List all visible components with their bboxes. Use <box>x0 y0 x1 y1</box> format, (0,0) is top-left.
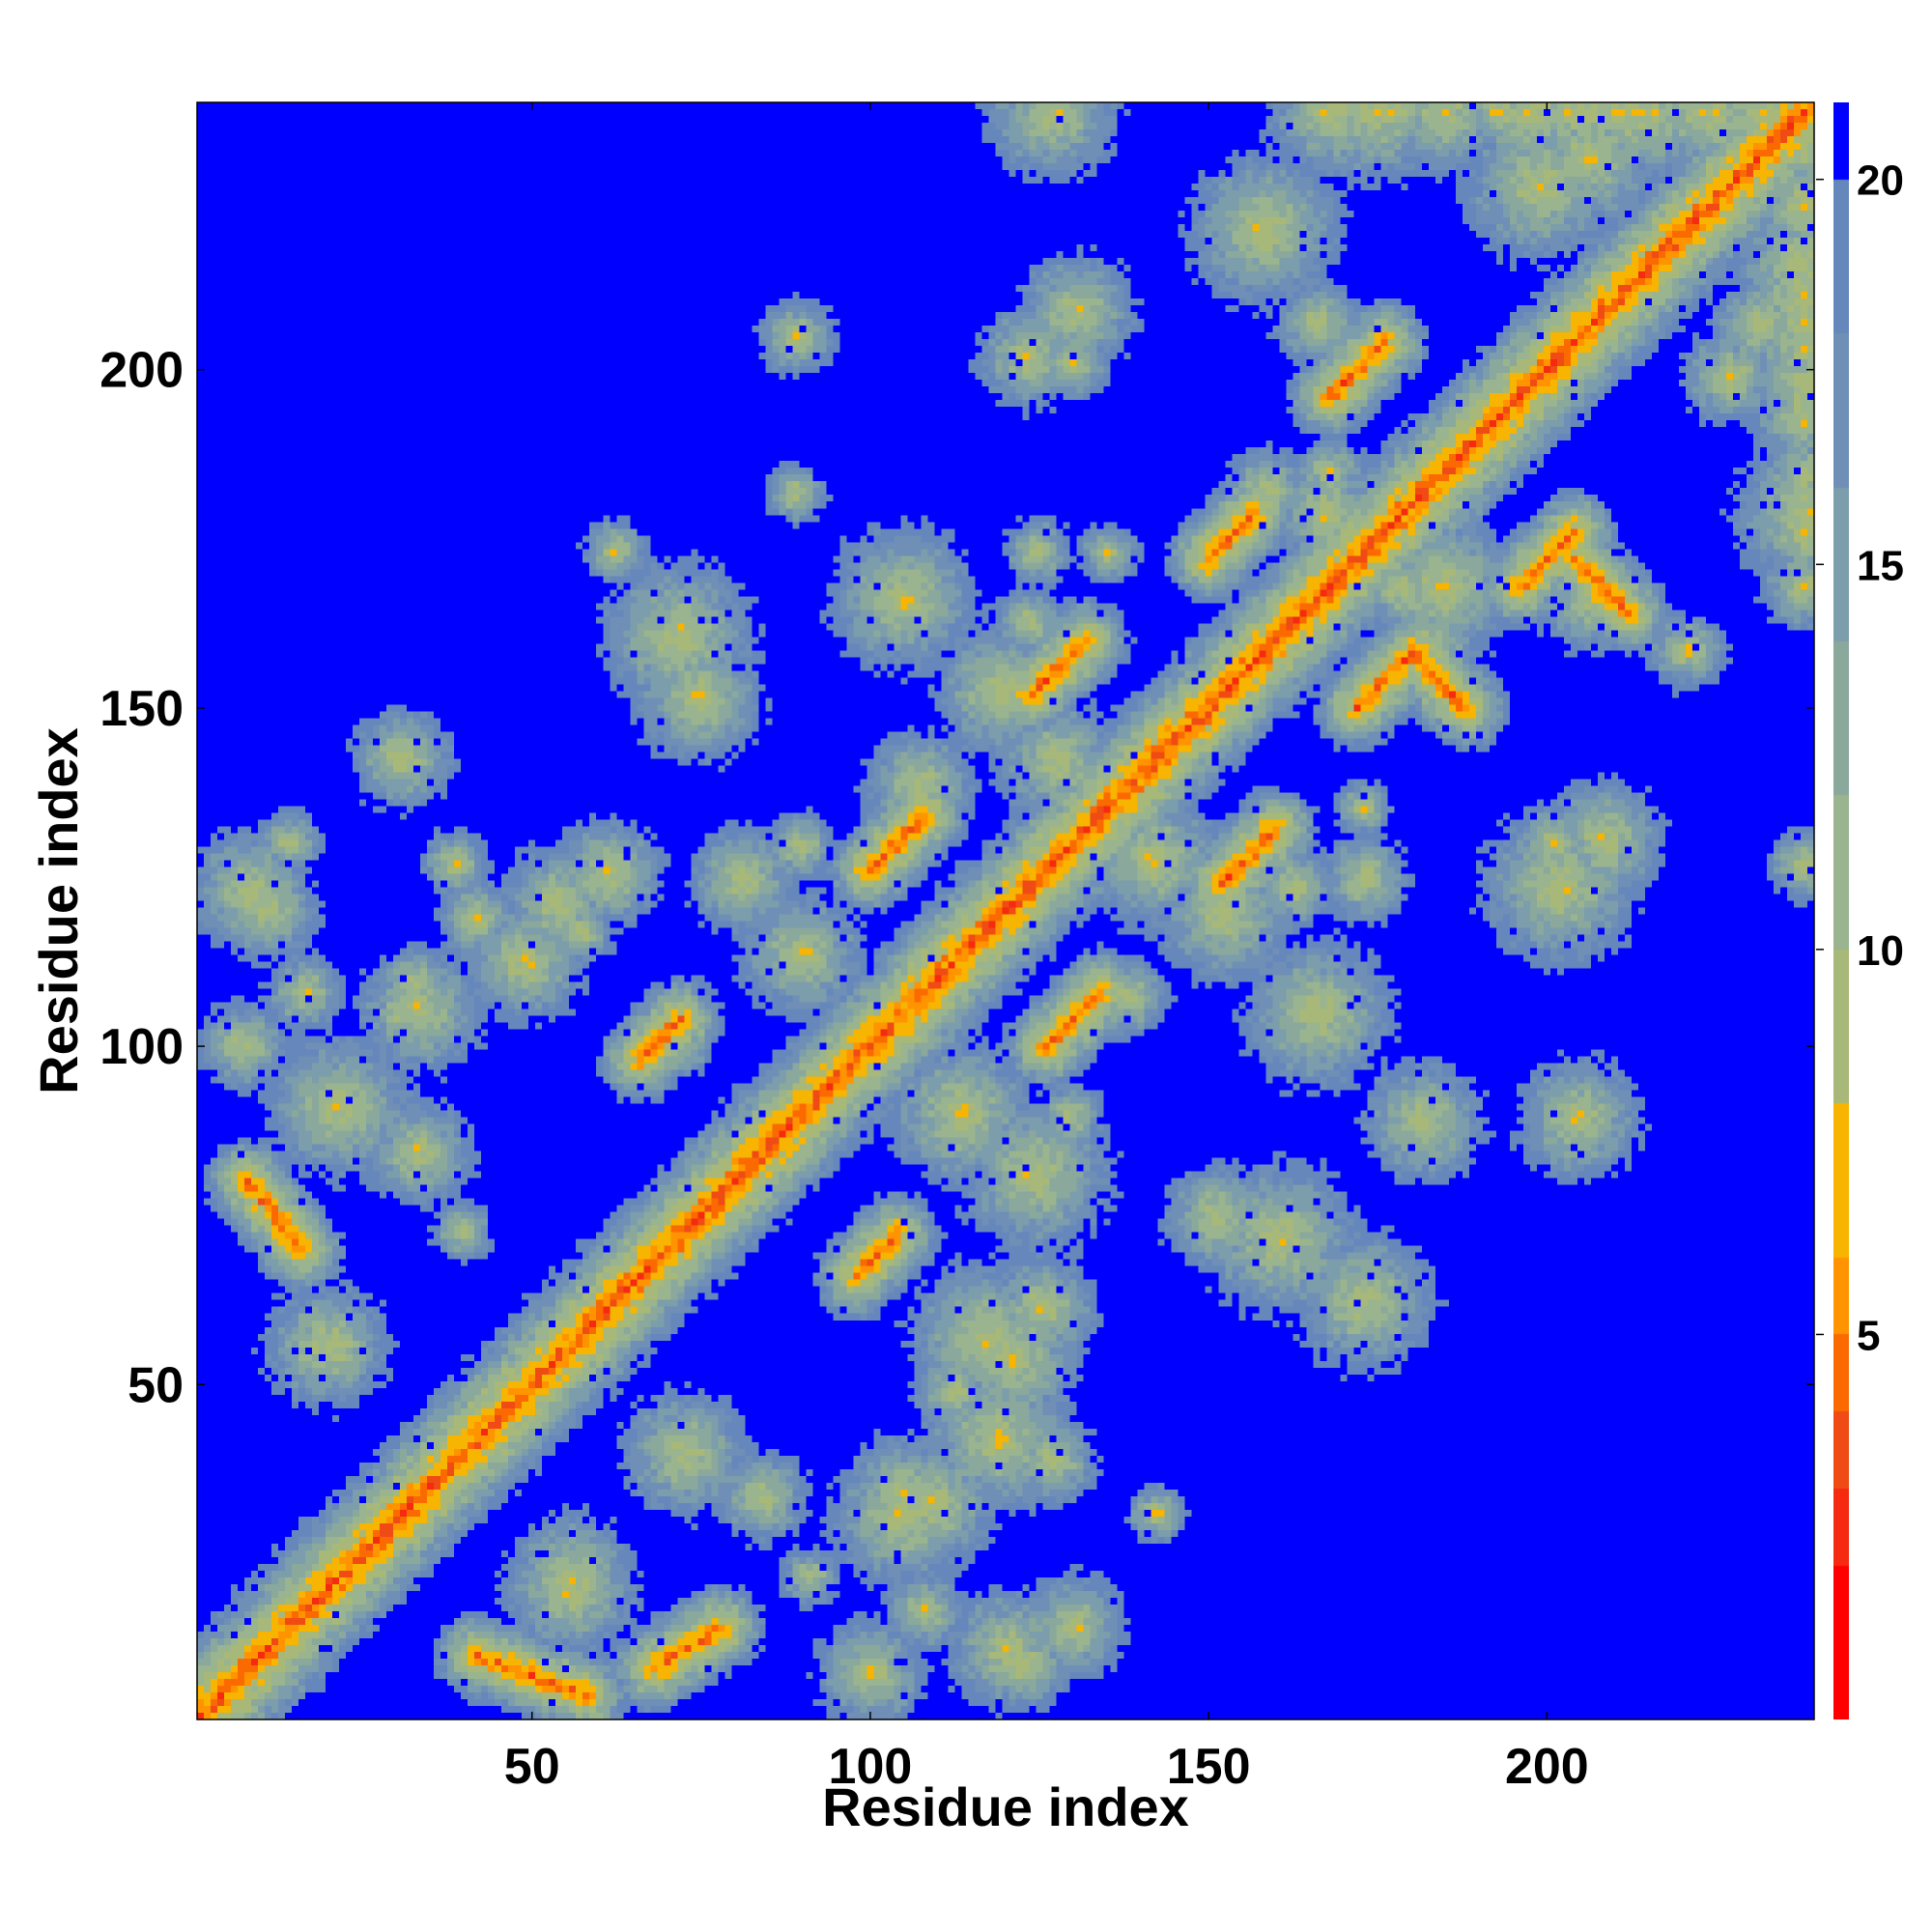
colorbar <box>1833 102 1849 1719</box>
x-axis-title: Residue index <box>822 1776 1189 1837</box>
colorbar-tick-label: 10 <box>1857 927 1904 975</box>
plot-frame <box>196 101 1815 1720</box>
y-tick-label: 150 <box>99 681 184 737</box>
y-tick-label: 200 <box>99 343 184 399</box>
x-tick-label: 50 <box>504 1739 560 1795</box>
x-tick-label: 100 <box>829 1739 913 1795</box>
y-axis-ticks: 50 100 150 200 <box>99 343 1814 1413</box>
x-tick-label: 200 <box>1505 1739 1589 1795</box>
colorbar-tick-label: 15 <box>1857 542 1904 589</box>
y-axis-title: Residue index <box>28 727 89 1094</box>
colorbar-tick-label: 5 <box>1857 1312 1880 1359</box>
y-tick-label: 50 <box>128 1357 184 1413</box>
colorbar-tick-label: 20 <box>1857 157 1904 205</box>
y-tick-label: 100 <box>99 1019 184 1075</box>
x-tick-label: 150 <box>1167 1739 1251 1795</box>
heatmap-image <box>197 102 1814 1719</box>
colorbar-ticks: 5 10 15 20 <box>1816 157 1904 1359</box>
x-axis-ticks: 50 100 150 200 <box>504 102 1589 1795</box>
